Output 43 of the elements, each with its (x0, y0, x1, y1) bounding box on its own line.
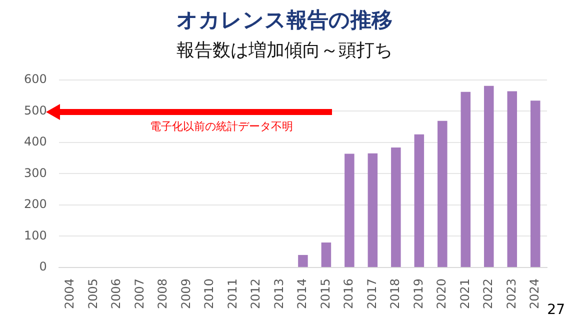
chart-subtitle: 報告数は増加傾向～頭打ち (176, 39, 394, 62)
x-tick-label: 2019 (411, 278, 426, 310)
bar (298, 254, 308, 267)
bar (484, 86, 494, 267)
bar (530, 100, 540, 267)
bar (507, 91, 518, 267)
x-tick-label: 2024 (528, 278, 542, 310)
x-tick-label: 2015 (318, 278, 332, 310)
bar (391, 147, 401, 267)
bar (414, 134, 424, 267)
x-tick-label: 2010 (202, 278, 216, 310)
x-tick-label: 2013 (272, 278, 286, 310)
bar (438, 120, 448, 267)
bar (460, 92, 471, 267)
y-tick-label: 400 (24, 134, 47, 149)
x-tick-label: 2021 (458, 278, 472, 310)
y-tick-label: 200 (24, 197, 47, 212)
x-tick-label: 2017 (364, 278, 379, 310)
x-tick-label: 2020 (434, 278, 449, 310)
x-tick-label: 2018 (388, 278, 402, 310)
x-tick-label: 2011 (225, 278, 240, 310)
y-tick-label: 600 (24, 72, 47, 86)
x-tick-label: 2023 (504, 278, 518, 310)
x-tick-label: 2012 (248, 278, 263, 310)
y-tick-label: 500 (24, 103, 47, 118)
x-tick-label: 2009 (178, 278, 193, 310)
x-tick-label: 2008 (156, 278, 170, 310)
text: 27 (547, 302, 565, 318)
y-tick-label: 300 (24, 166, 47, 180)
y-tick-label: 100 (24, 228, 47, 242)
bar (344, 154, 354, 267)
x-tick-label: 2004 (62, 278, 77, 310)
chart-title: オカレンス報告の推移 (176, 7, 394, 34)
x-tick-label: 2007 (132, 278, 146, 310)
bar (368, 153, 378, 267)
x-tick-label: 2005 (86, 278, 100, 310)
annotation: 電子化以前の統計データ不明 (150, 119, 293, 134)
x-tick-label: 2014 (295, 278, 310, 310)
y-tick-label: 0 (39, 260, 47, 274)
x-tick-label: 2006 (109, 278, 124, 310)
bar (321, 242, 332, 267)
x-tick-label: 2022 (481, 278, 496, 310)
x-tick-label: 2016 (342, 278, 356, 310)
